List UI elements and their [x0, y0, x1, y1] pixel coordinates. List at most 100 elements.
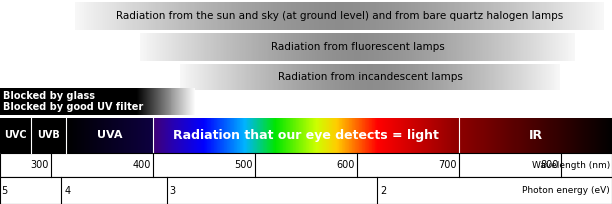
Bar [361, 118, 362, 153]
Bar [494, 64, 495, 90]
Bar [340, 118, 341, 153]
Bar [286, 2, 287, 30]
Bar [207, 118, 208, 153]
Bar [261, 64, 263, 90]
Bar [142, 88, 143, 115]
Bar [570, 33, 572, 61]
Bar [112, 88, 113, 115]
Bar [234, 33, 236, 61]
Bar [264, 118, 265, 153]
Bar [584, 118, 585, 153]
Bar [376, 64, 377, 90]
Bar [138, 88, 139, 115]
Bar [592, 2, 594, 30]
Bar [67, 88, 69, 115]
Bar [566, 33, 568, 61]
Bar [135, 2, 137, 30]
Bar [381, 33, 383, 61]
Bar [266, 118, 267, 153]
Bar [323, 118, 324, 153]
Bar [356, 2, 358, 30]
Bar [181, 33, 182, 61]
Bar [263, 2, 264, 30]
Bar [562, 118, 564, 153]
Bar [293, 33, 294, 61]
Bar [262, 118, 263, 153]
Bar [305, 118, 307, 153]
Bar [209, 118, 210, 153]
Bar [424, 2, 425, 30]
Bar [390, 2, 392, 30]
Bar [86, 2, 88, 30]
Bar [267, 33, 268, 61]
Bar [439, 33, 441, 61]
Bar [487, 2, 489, 30]
Bar [348, 2, 349, 30]
Bar [225, 33, 226, 61]
Bar [460, 118, 461, 153]
Bar [181, 118, 182, 153]
Bar [379, 2, 381, 30]
Bar [228, 64, 230, 90]
Bar [302, 64, 304, 90]
Bar [358, 2, 360, 30]
Bar [425, 118, 426, 153]
Bar [559, 118, 561, 153]
Bar [479, 2, 480, 30]
Bar [132, 88, 133, 115]
Bar [60, 88, 61, 115]
Bar [277, 118, 278, 153]
Bar [259, 2, 261, 30]
Bar [451, 33, 453, 61]
Bar [172, 118, 173, 153]
Bar [546, 33, 547, 61]
Bar [498, 2, 499, 30]
Bar [314, 2, 316, 30]
Bar [169, 118, 170, 153]
Bar [133, 2, 135, 30]
Bar [204, 2, 206, 30]
Bar [400, 64, 401, 90]
Bar [140, 33, 141, 61]
Bar [605, 118, 606, 153]
Bar [107, 88, 108, 115]
Bar [216, 118, 217, 153]
Bar [182, 88, 183, 115]
Bar [611, 118, 612, 153]
Bar [470, 64, 471, 90]
Bar [461, 64, 462, 90]
Bar [425, 64, 427, 90]
Bar [108, 2, 110, 30]
Bar [124, 88, 125, 115]
Bar [428, 118, 429, 153]
Bar [493, 2, 494, 30]
Bar [351, 2, 353, 30]
Bar [373, 118, 374, 153]
Bar [48, 88, 49, 115]
Bar [419, 33, 421, 61]
Bar [244, 33, 245, 61]
Bar [293, 118, 294, 153]
Bar [551, 2, 553, 30]
Bar [357, 33, 358, 61]
Bar [446, 33, 447, 61]
Bar [507, 33, 508, 61]
Bar [171, 2, 173, 30]
Bar [294, 33, 296, 61]
Bar [328, 118, 329, 153]
Bar [348, 64, 349, 90]
Bar [234, 64, 236, 90]
Text: 3: 3 [170, 185, 176, 195]
Bar [109, 88, 110, 115]
Bar [329, 118, 330, 153]
Bar [543, 118, 544, 153]
Bar [275, 2, 277, 30]
Bar [98, 88, 99, 115]
Bar [92, 2, 94, 30]
Bar [364, 64, 365, 90]
Bar [531, 2, 533, 30]
Bar [606, 118, 607, 153]
Bar [298, 64, 299, 90]
Bar [397, 2, 399, 30]
Bar [553, 33, 554, 61]
